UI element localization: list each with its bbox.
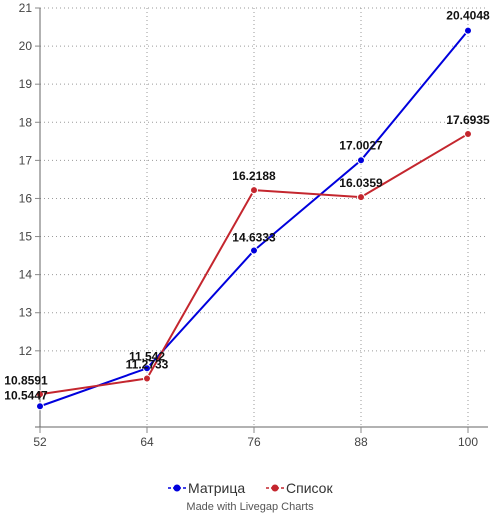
y-tick-label: 17: [19, 153, 33, 167]
y-tick-label: 14: [19, 268, 33, 282]
data-labels: 10.5447 11.542 14.6333 17.0027 20.4048 10.859…: [4, 9, 490, 403]
data-label: 16.0359: [339, 176, 383, 190]
data-point[interactable]: [357, 156, 365, 165]
legend-item[interactable]: Список: [266, 480, 333, 496]
data-point[interactable]: [143, 374, 151, 383]
data-label: 14.6333: [232, 231, 276, 245]
legend-marker-icon: [173, 484, 181, 492]
data-point[interactable]: [250, 246, 258, 255]
legend[interactable]: Матрица Список: [168, 480, 333, 496]
data-point[interactable]: [143, 364, 151, 373]
data-label: 11.542: [129, 349, 165, 363]
y-tick-label: 18: [19, 115, 33, 129]
data-label: 11.2733: [126, 357, 169, 371]
axes: [35, 8, 488, 428]
credit-text: Made with Livegap Charts: [186, 501, 314, 513]
data-label: 10.8591: [4, 373, 48, 387]
data-label: 17.0027: [339, 138, 383, 152]
data-point[interactable]: [250, 186, 258, 195]
data-label: 16.2188: [232, 169, 276, 183]
y-tick-label: 13: [19, 306, 33, 320]
legend-marker-icon: [271, 484, 279, 492]
x-tick-label: 52: [33, 435, 47, 449]
data-point[interactable]: [36, 390, 44, 399]
y-tick-label: 19: [19, 77, 33, 91]
data-label: 20.4048: [446, 9, 490, 23]
data-point[interactable]: [36, 402, 44, 411]
data-point[interactable]: [464, 26, 472, 35]
legend-item[interactable]: Матрица: [168, 480, 245, 496]
x-tick-label: 88: [354, 435, 368, 449]
data-point[interactable]: [357, 193, 365, 202]
series-group: [36, 26, 472, 411]
data-label: 10.5447: [4, 388, 48, 402]
y-tick-label: 21: [19, 1, 33, 15]
y-tick-label: 15: [19, 230, 33, 244]
y-tick-label: 12: [19, 344, 33, 358]
x-tick-label: 100: [458, 435, 478, 449]
y-axis-ticks: 12 13 14 15 16 17 18 19 20 21: [19, 1, 40, 358]
legend-label: Матрица: [188, 480, 245, 496]
data-label: 17.6935: [446, 113, 490, 127]
legend-label: Список: [286, 480, 333, 496]
x-tick-label: 76: [247, 435, 261, 449]
grid-lines: [40, 7, 488, 427]
y-tick-label: 20: [19, 39, 33, 53]
x-tick-label: 64: [140, 435, 154, 449]
y-tick-label: 16: [19, 191, 33, 205]
x-axis-ticks: 52 64 76 88 100: [33, 427, 478, 449]
data-point[interactable]: [464, 129, 472, 138]
series-line-0: [39, 30, 469, 408]
